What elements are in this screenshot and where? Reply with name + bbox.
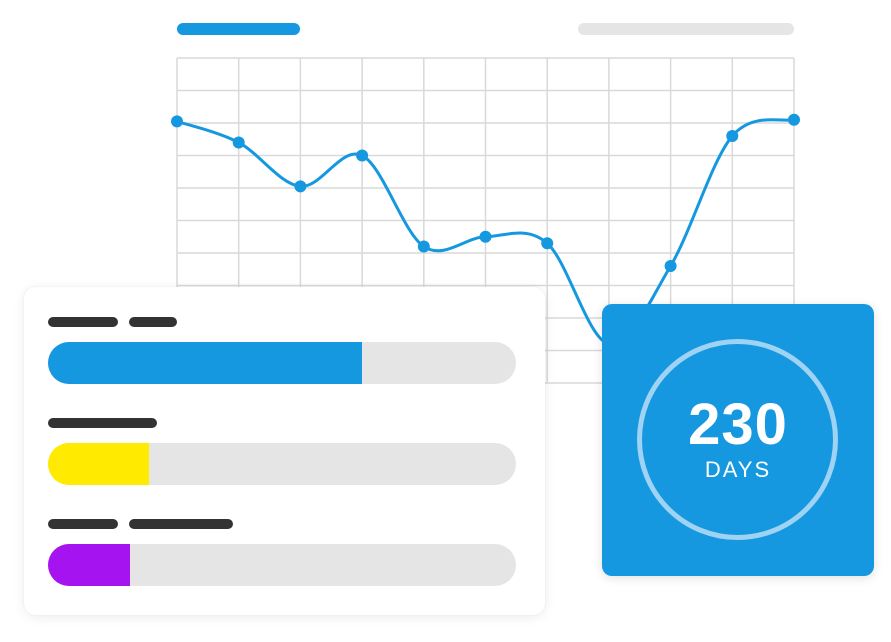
progress-card bbox=[24, 287, 545, 615]
data-point-8 bbox=[664, 260, 677, 272]
progress-bar-1 bbox=[48, 342, 516, 384]
days-ring bbox=[637, 339, 838, 540]
data-point-9 bbox=[726, 130, 739, 142]
bar-3-label-placeholder-a bbox=[48, 519, 118, 529]
series-line bbox=[176, 118, 795, 346]
chart-header-placeholder-accent bbox=[177, 23, 300, 35]
progress-bar-2 bbox=[48, 443, 516, 485]
progress-bar-2-fill bbox=[48, 443, 149, 485]
data-point-1 bbox=[232, 136, 245, 149]
progress-bar-3 bbox=[48, 544, 516, 586]
chart-header-placeholder-light bbox=[578, 23, 794, 35]
days-count: 230 bbox=[688, 392, 788, 457]
bar-2-label-placeholder bbox=[48, 418, 157, 428]
data-point-3 bbox=[356, 149, 369, 162]
data-point-5 bbox=[479, 230, 492, 243]
data-point-10 bbox=[788, 113, 800, 126]
progress-bar-1-fill bbox=[48, 342, 362, 384]
progress-bar-3-fill bbox=[48, 544, 130, 586]
data-point-0 bbox=[171, 115, 183, 128]
data-point-6 bbox=[541, 237, 554, 250]
bar-1-label-placeholder-b bbox=[129, 317, 177, 327]
data-point-4 bbox=[417, 240, 430, 253]
data-point-2 bbox=[294, 180, 307, 193]
days-counter-card: 230 DAYS bbox=[602, 304, 874, 576]
bar-1-label-placeholder-a bbox=[48, 317, 118, 327]
days-unit-label: DAYS bbox=[704, 457, 772, 482]
bar-3-label-placeholder-b bbox=[129, 519, 233, 529]
